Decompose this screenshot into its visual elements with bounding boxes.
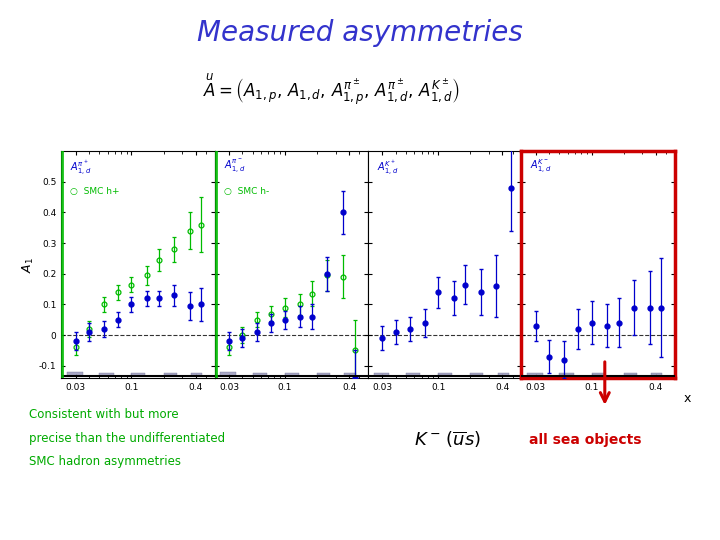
Text: $\overset{u}{A} = \left( A_{1,p},\, A_{1,d},\, A^{\pi^\pm}_{1,p},\, A^{\pi^\pm}_: $\overset{u}{A} = \left( A_{1,p},\, A_{1… xyxy=(203,71,459,107)
Bar xyxy=(344,373,356,376)
Bar xyxy=(374,373,390,376)
Text: $A^{K^-}_{1,d}$: $A^{K^-}_{1,d}$ xyxy=(531,158,552,176)
Bar xyxy=(470,373,483,375)
Bar xyxy=(592,373,606,375)
Bar xyxy=(285,373,299,375)
Text: $A^{\pi^+}_{1,d}$: $A^{\pi^+}_{1,d}$ xyxy=(71,158,91,177)
Text: precise than the undifferentiated: precise than the undifferentiated xyxy=(29,432,225,445)
Bar xyxy=(498,373,509,375)
Y-axis label: $A_1$: $A_1$ xyxy=(21,256,36,273)
Text: $A^{\pi^-}_{1,d}$: $A^{\pi^-}_{1,d}$ xyxy=(224,158,245,176)
Bar xyxy=(406,373,420,375)
FancyArrowPatch shape xyxy=(600,362,609,402)
Bar xyxy=(67,373,83,376)
Text: x: x xyxy=(684,392,691,404)
Text: ○  SMC h-: ○ SMC h- xyxy=(224,187,269,197)
Text: Consistent with but more: Consistent with but more xyxy=(29,408,179,421)
Bar xyxy=(163,373,176,375)
Bar xyxy=(191,373,202,376)
Bar xyxy=(132,373,145,375)
Text: Measured asymmetries: Measured asymmetries xyxy=(197,19,523,47)
Text: ○  SMC h+: ○ SMC h+ xyxy=(71,187,120,197)
Bar xyxy=(253,373,267,376)
Bar xyxy=(624,373,636,375)
Text: $K^-\,(\overline{u}s)$: $K^-\,(\overline{u}s)$ xyxy=(414,430,481,450)
Text: all sea objects: all sea objects xyxy=(529,433,642,447)
Text: SMC hadron asymmetries: SMC hadron asymmetries xyxy=(29,455,181,468)
Bar xyxy=(651,373,662,376)
Text: $A^{K^+}_{1,d}$: $A^{K^+}_{1,d}$ xyxy=(377,158,398,177)
Bar xyxy=(438,373,452,375)
Bar xyxy=(99,373,114,376)
Bar xyxy=(317,373,330,375)
Bar xyxy=(220,373,236,376)
Bar xyxy=(527,373,543,376)
Bar xyxy=(559,373,574,375)
